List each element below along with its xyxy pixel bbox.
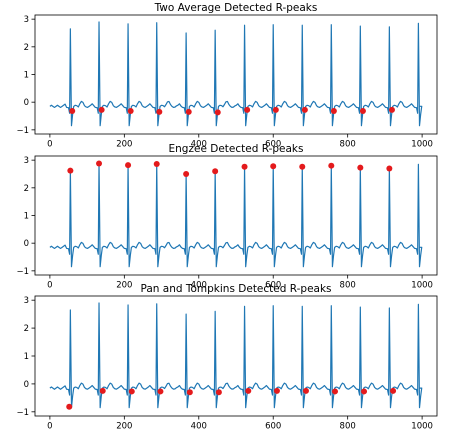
detected-r-peak-marker (301, 106, 308, 113)
y-tick-label: −1 (16, 126, 29, 136)
detected-r-peak-marker (186, 389, 193, 396)
detected-r-peak-marker (244, 106, 251, 113)
y-tick-label: 0 (24, 98, 29, 108)
detected-r-peak-marker (388, 106, 395, 113)
detected-r-peak-marker (272, 106, 279, 113)
subplot-title: Two Average Detected R-peaks (154, 2, 318, 14)
detected-r-peak-marker (241, 163, 248, 170)
detected-r-peak-marker (69, 108, 76, 115)
detected-r-peak-marker (212, 168, 219, 175)
x-tick-label: 1000 (411, 140, 433, 150)
ecg-signal-line (49, 302, 423, 409)
detected-r-peak-marker (96, 160, 103, 167)
y-tick-label: 0 (24, 239, 29, 249)
axes-frame (34, 295, 438, 417)
detected-r-peak-marker (127, 108, 134, 115)
x-tick-label: 1000 (411, 422, 433, 432)
y-tick-label: 1 (24, 71, 29, 81)
detected-r-peak-marker (270, 163, 277, 170)
detected-r-peak-marker (66, 403, 73, 410)
detected-r-peak-marker (299, 163, 306, 170)
detected-r-peak-marker (98, 106, 105, 113)
detected-r-peak-marker (330, 108, 337, 115)
x-tick-label: 600 (265, 140, 281, 150)
detected-r-peak-marker (357, 164, 364, 171)
subplot-two-average: Two Average Detected R-peaks 0 200 400 600 80… (16, 2, 438, 150)
subplot-title: Pan and Tompkins Detected R-peaks (140, 283, 331, 295)
x-tick-label: 0 (47, 281, 52, 291)
detected-r-peak-marker (215, 389, 222, 396)
detected-r-peak-marker (157, 388, 164, 395)
detected-r-peak-marker (386, 165, 393, 172)
detected-r-peak-marker (332, 388, 339, 395)
axes-frame (34, 155, 438, 276)
x-tick-label: 800 (340, 422, 356, 432)
ecg-signal-line (49, 162, 423, 268)
detected-r-peak-marker (328, 162, 335, 169)
y-tick-label: 0 (24, 380, 29, 390)
y-tick-label: 3 (24, 15, 29, 25)
detected-r-peak-marker (153, 161, 160, 168)
y-tick-label: 3 (24, 156, 29, 166)
x-tick-label: 200 (116, 140, 132, 150)
detected-r-peak-marker (245, 387, 252, 394)
detected-r-peak-marker (302, 387, 309, 394)
axes-frame (34, 14, 438, 135)
x-tick-label: 1000 (411, 281, 433, 291)
x-tick-label: 200 (116, 281, 132, 291)
y-tick-label: −1 (16, 408, 29, 418)
y-tick-label: 2 (24, 43, 29, 53)
ecg-signal-line (49, 21, 423, 127)
y-tick-label: 2 (24, 324, 29, 334)
x-tick-label: 400 (191, 422, 207, 432)
x-tick-label: 0 (47, 422, 52, 432)
x-tick-label: 600 (265, 422, 281, 432)
detected-r-peak-marker (67, 167, 74, 174)
x-tick-label: 600 (265, 281, 281, 291)
subplot-title: Engzee Detected R-peaks (169, 143, 304, 155)
x-tick-label: 200 (116, 422, 132, 432)
detected-r-peak-marker (359, 108, 366, 115)
y-tick-label: 1 (24, 352, 29, 362)
detected-r-peak-marker (273, 387, 280, 394)
detected-r-peak-marker (390, 387, 397, 394)
y-tick-label: 2 (24, 184, 29, 194)
x-tick-label: 800 (340, 281, 356, 291)
x-tick-label: 0 (47, 140, 52, 150)
detected-r-peak-marker (156, 108, 163, 115)
detected-r-peak-marker (214, 109, 221, 116)
detected-r-peak-marker (361, 388, 368, 395)
x-tick-label: 800 (340, 140, 356, 150)
y-tick-label: 1 (24, 212, 29, 222)
detected-r-peak-marker (183, 170, 190, 177)
y-tick-label: −1 (16, 267, 29, 277)
detected-r-peak-marker (125, 162, 132, 169)
detected-r-peak-marker (128, 388, 135, 395)
x-tick-label: 400 (191, 140, 207, 150)
y-tick-label: 3 (24, 296, 29, 306)
detected-r-peak-marker (99, 387, 106, 394)
detected-r-peak-marker (185, 108, 192, 115)
x-tick-label: 400 (191, 281, 207, 291)
